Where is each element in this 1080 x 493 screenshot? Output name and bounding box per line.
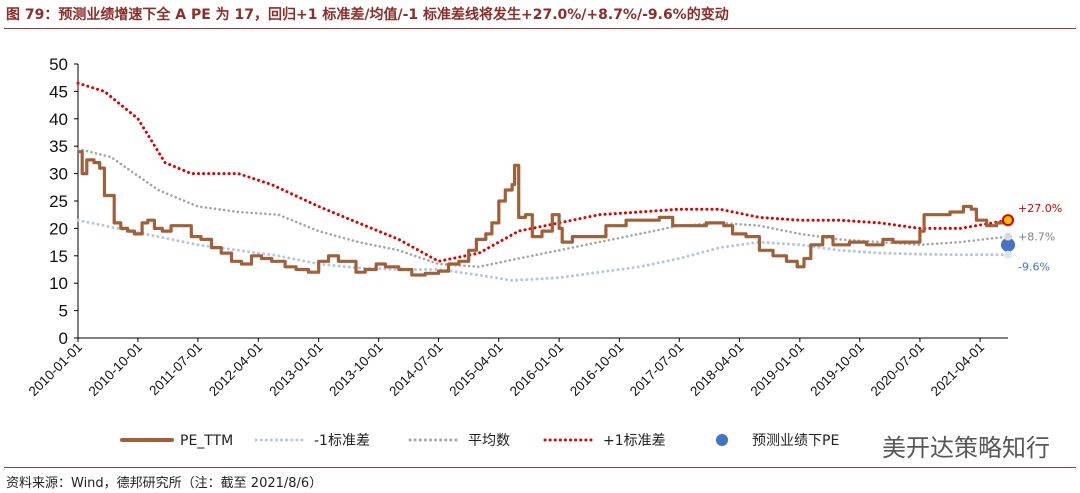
x-tick-label: 2013-10-01: [326, 340, 385, 399]
forecast-pe-marker: [1001, 237, 1015, 252]
x-tick-label: 2017-07-01: [627, 340, 686, 399]
x-tick-label: 2010-10-01: [86, 340, 145, 399]
x-tick-label: 2020-07-01: [868, 340, 927, 399]
y-tick-label: 50: [49, 55, 68, 74]
y-tick-label: 30: [49, 165, 68, 184]
legend-label-平均数: 平均数: [468, 433, 510, 449]
y-tick-label: 5: [59, 302, 68, 321]
x-tick-label: 2018-04-01: [687, 340, 746, 399]
legend-label-PE_TTM: PE_TTM: [180, 433, 233, 449]
y-tick-label: 20: [49, 219, 68, 238]
change-annotation: +8.7%: [1018, 231, 1055, 244]
watermark-text: 美开达策略知行: [882, 434, 1050, 462]
chart-title: 图 79：预测业绩增速下全 A PE 为 17，回归+1 标准差/均值/-1 标…: [6, 7, 729, 23]
legend-swatch-forecast: [716, 434, 728, 446]
x-tick-label: 2015-04-01: [446, 340, 505, 399]
source-note: 资料来源：Wind，德邦研究所（注：截至 2021/8/6）: [6, 476, 323, 491]
plus1-end-marker: [1002, 214, 1014, 227]
legend: PE_TTM -1标准差 平均数 +1标准差 预测业绩下PE: [120, 433, 839, 449]
change-annotation: +27.0%: [1018, 202, 1062, 215]
legend-label-+1标准差: +1标准差: [603, 433, 666, 449]
footer-divider: [4, 467, 1076, 468]
x-tick-label: 2019-01-01: [748, 340, 807, 399]
x-tick-label: 2014-07-01: [386, 340, 445, 399]
x-tick-label: 2016-10-01: [567, 340, 626, 399]
y-tick-label: 40: [49, 110, 68, 129]
series-line-PE_TTM: [78, 150, 1010, 277]
y-tick-label: 45: [49, 82, 68, 101]
x-tick-label: 2021-04-01: [928, 340, 987, 399]
change-annotation: -9.6%: [1018, 261, 1050, 274]
title-divider: [4, 28, 1076, 29]
series-layer: [76, 81, 1015, 282]
minus1-end-marker: [1004, 250, 1012, 259]
x-tick-label: 2013-01-01: [266, 340, 325, 399]
legend-label-forecast: 预测业绩下PE: [752, 433, 839, 449]
series-line--1标准差: [76, 218, 1010, 282]
mean-end-marker: [1004, 232, 1012, 241]
x-tick-label: 2019-10-01: [807, 340, 866, 399]
x-tick-label: 2016-01-01: [507, 340, 566, 399]
annotation-layer: +27.0% +8.7% -9.6%: [1018, 202, 1062, 274]
series-line-+1标准差: [76, 81, 1010, 263]
x-tick-label: 2011-07-01: [146, 340, 205, 399]
y-tick-label: 25: [49, 192, 68, 211]
y-tick-label: 10: [49, 274, 68, 293]
y-tick-label: 35: [49, 137, 68, 156]
y-tick-label: 15: [49, 247, 68, 266]
series-line-平均数: [76, 147, 1010, 269]
legend-label--1标准差: -1标准差: [314, 433, 370, 449]
x-tick-label: 2012-04-01: [206, 340, 265, 399]
y-tick-label: 0: [59, 329, 68, 348]
x-tick-label: 2010-01-01: [26, 340, 85, 399]
